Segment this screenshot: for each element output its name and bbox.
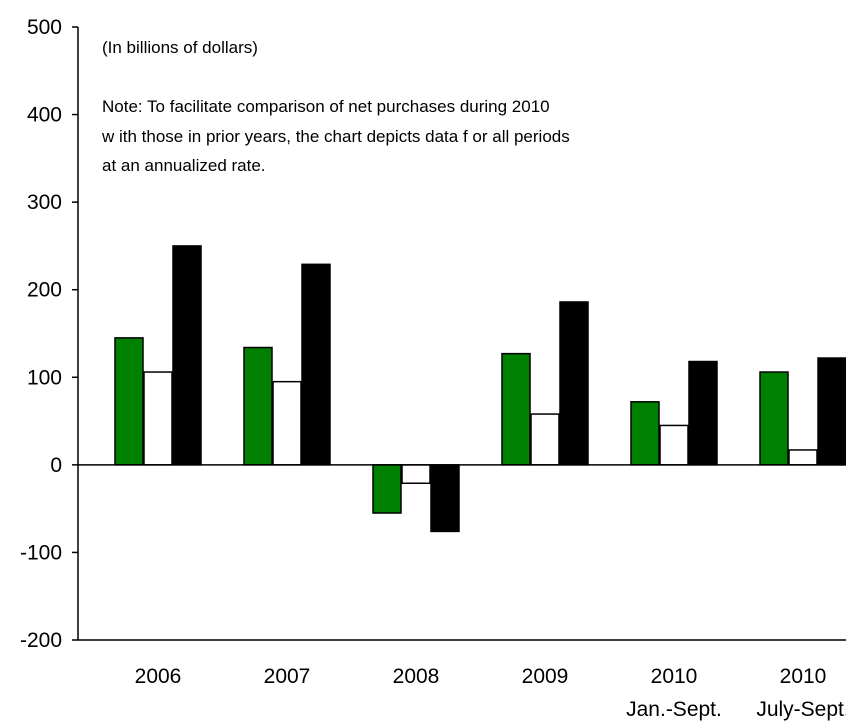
bar-series-2-2009 xyxy=(530,413,560,466)
bar-series-1-2007 xyxy=(243,346,273,466)
y-tick-label: 200 xyxy=(27,279,62,302)
y-tick-label: 500 xyxy=(27,16,62,39)
bar-series-3-2007 xyxy=(301,263,331,466)
y-tick-label: 100 xyxy=(27,366,62,389)
y-tick-label: 0 xyxy=(50,454,62,477)
bar-series-3-2009 xyxy=(559,301,589,466)
note-line-1: Note: To facilitate comparison of net pu… xyxy=(102,97,550,116)
bar-series-2-2006 xyxy=(143,371,173,466)
x-tick-label: 2010 xyxy=(651,665,698,688)
x-tick-label: 2010 xyxy=(780,665,827,688)
bars-group xyxy=(114,245,846,533)
bar-series-1-2006 xyxy=(114,337,144,466)
x-tick-sublabel: July-Sept. xyxy=(756,698,846,721)
y-tick-label: -100 xyxy=(20,541,62,564)
x-tick-label: 2007 xyxy=(264,665,311,688)
x-tick-label: 2006 xyxy=(135,665,182,688)
x-labels-group: 2006 2007 2008 2009 2010 Jan.-Sept. 2010 July-S… xyxy=(135,665,846,721)
unit-note: (In billions of dollars) xyxy=(102,38,258,57)
note-line-3: at an annualized rate. xyxy=(102,156,266,175)
bar-series-3-2006 xyxy=(172,245,202,466)
bar-series-2-2007 xyxy=(272,380,302,466)
bar-series-1-2008 xyxy=(372,464,402,514)
note-line-2: w ith those in prior years, the chart de… xyxy=(101,127,570,146)
y-ticks-group: -200 -100 0 100 200 300 400 500 xyxy=(20,16,78,652)
bar-series-1-2010 xyxy=(630,401,660,466)
bar-series-2-2008 xyxy=(401,464,431,484)
bar-series-1-2010 xyxy=(759,371,789,466)
y-tick-label: -200 xyxy=(20,629,62,652)
bar-series-3-2008 xyxy=(430,464,460,533)
bar-series-2-2010 xyxy=(788,449,818,466)
x-tick-label: 2008 xyxy=(393,665,440,688)
y-tick-label: 300 xyxy=(27,191,62,214)
y-tick-label: 400 xyxy=(27,104,62,127)
x-tick-label: 2009 xyxy=(522,665,569,688)
bar-series-3-2010 xyxy=(688,360,718,466)
bar-series-1-2009 xyxy=(501,352,531,466)
bar-series-2-2010 xyxy=(659,424,689,466)
bar-series-3-2010 xyxy=(817,357,846,466)
x-tick-sublabel: Jan.-Sept. xyxy=(626,698,722,721)
